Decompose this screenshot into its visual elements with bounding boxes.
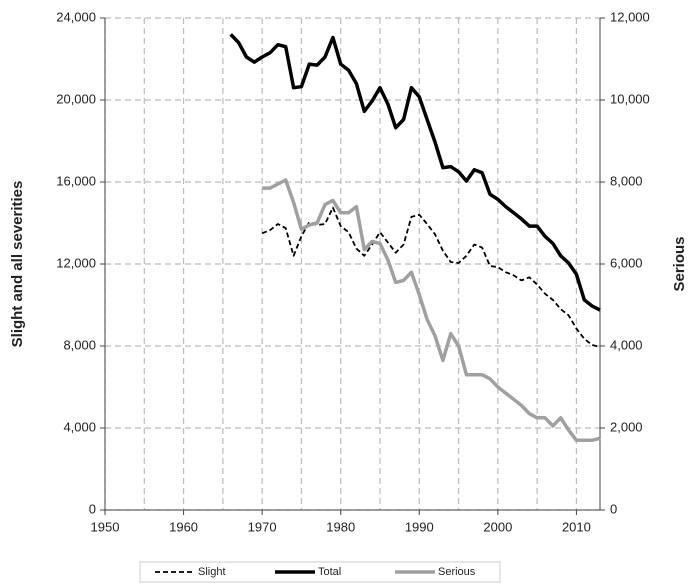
y2-tick-label: 10,000	[610, 91, 650, 106]
x-tick-label: 1950	[91, 519, 120, 534]
y-tick-label: 8,000	[63, 337, 96, 352]
y2-tick-label: 4,000	[610, 337, 643, 352]
x-tick-label: 1970	[248, 519, 277, 534]
y-tick-label: 4,000	[63, 419, 96, 434]
series-line	[229, 33, 601, 312]
y2-tick-label: 6,000	[610, 255, 643, 270]
y-tick-label: 20,000	[56, 91, 96, 106]
x-tick-label: 1960	[169, 519, 198, 534]
y-tick-label: 0	[89, 501, 96, 516]
y2-tick-label: 8,000	[610, 173, 643, 188]
y-tick-label: 12,000	[56, 255, 96, 270]
series-line	[262, 178, 601, 443]
y-tick-label: 24,000	[56, 9, 96, 24]
y2-tick-label: 2,000	[610, 419, 643, 434]
x-tick-label: 2010	[562, 519, 591, 534]
y2-tick-label: 12,000	[610, 9, 650, 24]
y-tick-label: 16,000	[56, 173, 96, 188]
y2-tick-label: 0	[610, 501, 617, 516]
legend-label: Total	[318, 566, 341, 578]
x-tick-label: 2000	[483, 519, 512, 534]
series-line	[261, 206, 601, 348]
x-tick-label: 1980	[326, 519, 355, 534]
legend-label: Slight	[198, 566, 226, 578]
y2-axis-title: Serious	[671, 236, 688, 291]
legend-label: Serious	[438, 566, 476, 578]
legend-box	[139, 561, 501, 583]
y-axis-title: Slight and all severities	[9, 181, 26, 348]
x-tick-label: 1990	[405, 519, 434, 534]
